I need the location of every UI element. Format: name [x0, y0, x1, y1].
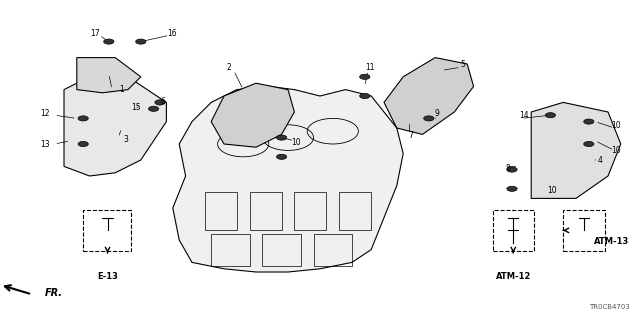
Circle shape	[155, 100, 165, 105]
Text: 16: 16	[166, 29, 177, 38]
Text: ATM-13: ATM-13	[593, 237, 629, 246]
Circle shape	[507, 186, 517, 191]
Text: 10: 10	[547, 186, 557, 195]
Circle shape	[78, 141, 88, 147]
Bar	[262, 234, 301, 266]
Circle shape	[136, 39, 146, 44]
Circle shape	[360, 93, 370, 99]
Text: 13: 13	[40, 140, 50, 148]
Circle shape	[360, 74, 370, 79]
Text: 4: 4	[598, 156, 603, 165]
Text: 2: 2	[226, 63, 231, 72]
Circle shape	[148, 106, 159, 111]
Polygon shape	[531, 102, 621, 198]
Polygon shape	[211, 83, 294, 147]
Circle shape	[104, 39, 114, 44]
Bar	[205, 192, 237, 230]
Text: 3: 3	[124, 135, 129, 144]
Text: 15: 15	[131, 103, 141, 112]
Text: 6: 6	[160, 97, 165, 106]
Polygon shape	[384, 58, 474, 134]
Text: 14: 14	[518, 111, 529, 120]
Text: 9: 9	[434, 109, 439, 118]
Circle shape	[78, 116, 88, 121]
Text: 11: 11	[365, 63, 374, 72]
Circle shape	[507, 167, 517, 172]
Circle shape	[584, 141, 594, 147]
Text: FR.: FR.	[45, 288, 63, 298]
Bar	[211, 234, 250, 266]
Bar	[294, 192, 326, 230]
Text: 10: 10	[611, 146, 621, 155]
Bar	[314, 234, 352, 266]
Polygon shape	[77, 58, 141, 93]
Polygon shape	[173, 86, 403, 272]
Text: ATM-12: ATM-12	[495, 272, 531, 281]
Circle shape	[276, 154, 287, 159]
Text: 10: 10	[611, 121, 621, 130]
Circle shape	[584, 119, 594, 124]
Circle shape	[545, 113, 556, 118]
Text: 8: 8	[505, 164, 510, 172]
Circle shape	[424, 116, 434, 121]
Text: 10: 10	[291, 138, 301, 147]
Text: 5: 5	[460, 60, 465, 68]
Text: 12: 12	[40, 109, 49, 118]
Text: 17: 17	[90, 29, 100, 38]
Text: 7: 7	[408, 131, 413, 140]
Bar	[250, 192, 282, 230]
Text: E-13: E-13	[97, 272, 118, 281]
Text: 1: 1	[119, 85, 124, 94]
Text: TR0CB4703: TR0CB4703	[589, 304, 630, 310]
Polygon shape	[64, 77, 166, 176]
Circle shape	[276, 135, 287, 140]
Bar	[339, 192, 371, 230]
